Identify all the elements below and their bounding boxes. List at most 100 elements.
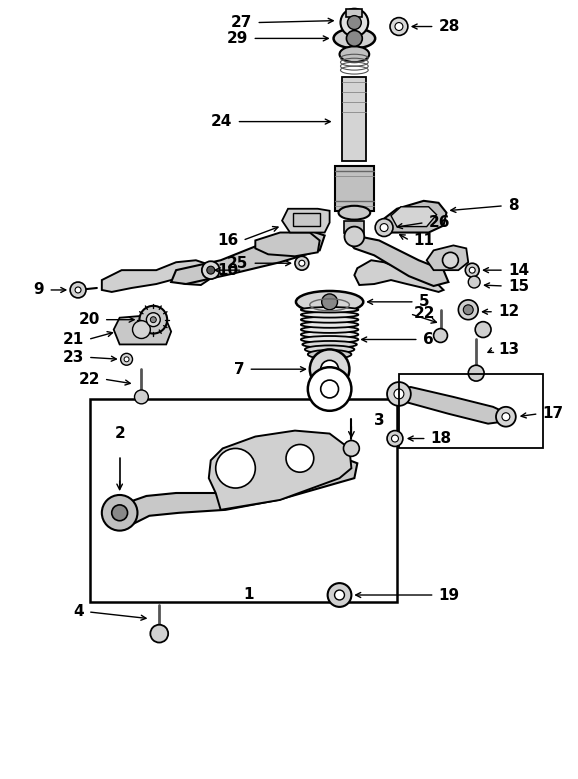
Circle shape (468, 365, 484, 381)
Polygon shape (344, 220, 364, 232)
Polygon shape (346, 9, 362, 16)
Circle shape (321, 360, 339, 378)
Ellipse shape (301, 307, 358, 312)
Circle shape (121, 354, 132, 365)
Text: 13: 13 (498, 342, 519, 357)
Polygon shape (394, 387, 508, 424)
Text: 19: 19 (439, 587, 460, 602)
Ellipse shape (301, 316, 358, 323)
Circle shape (146, 312, 160, 326)
Text: 20: 20 (79, 312, 100, 327)
Polygon shape (335, 166, 374, 211)
Circle shape (391, 435, 398, 442)
Text: 11: 11 (414, 233, 435, 248)
Text: 12: 12 (498, 305, 519, 319)
Ellipse shape (339, 206, 370, 220)
Circle shape (335, 590, 344, 600)
Circle shape (150, 625, 168, 643)
Circle shape (150, 317, 156, 323)
Ellipse shape (334, 29, 375, 48)
Polygon shape (209, 431, 351, 509)
Polygon shape (282, 209, 329, 232)
Text: 16: 16 (217, 233, 239, 248)
Circle shape (443, 252, 458, 268)
Polygon shape (391, 206, 436, 227)
Ellipse shape (305, 345, 354, 354)
Circle shape (395, 23, 403, 30)
Circle shape (496, 407, 516, 427)
Circle shape (340, 9, 368, 37)
Text: 26: 26 (429, 215, 450, 230)
Circle shape (132, 321, 150, 339)
Ellipse shape (301, 331, 358, 338)
Circle shape (387, 382, 411, 406)
Circle shape (321, 380, 339, 398)
Circle shape (70, 282, 86, 298)
Circle shape (207, 266, 214, 274)
Circle shape (299, 260, 305, 266)
Circle shape (464, 305, 473, 315)
Polygon shape (171, 231, 325, 284)
Polygon shape (427, 245, 468, 270)
Text: 22: 22 (414, 306, 435, 321)
Ellipse shape (302, 341, 357, 348)
Polygon shape (255, 232, 320, 256)
Circle shape (434, 329, 447, 343)
Text: 22: 22 (79, 372, 100, 386)
Text: 23: 23 (62, 350, 84, 365)
FancyBboxPatch shape (90, 399, 397, 602)
Text: 24: 24 (211, 114, 232, 129)
Text: 9: 9 (34, 283, 45, 298)
Circle shape (124, 357, 129, 361)
Ellipse shape (308, 350, 351, 359)
Circle shape (216, 449, 255, 488)
Text: 28: 28 (439, 19, 460, 34)
Polygon shape (354, 260, 443, 292)
Text: 21: 21 (63, 332, 84, 347)
Circle shape (465, 263, 479, 277)
Circle shape (112, 505, 128, 520)
Text: 3: 3 (374, 413, 384, 428)
Text: 4: 4 (73, 605, 84, 619)
Circle shape (202, 261, 220, 279)
Circle shape (380, 224, 388, 231)
Circle shape (102, 495, 138, 530)
Polygon shape (322, 379, 338, 389)
Circle shape (286, 445, 314, 472)
Ellipse shape (301, 326, 358, 333)
Circle shape (347, 16, 361, 30)
Ellipse shape (301, 322, 358, 328)
Circle shape (390, 18, 408, 35)
Circle shape (469, 267, 475, 273)
Polygon shape (347, 235, 449, 286)
Text: 18: 18 (431, 431, 452, 446)
Text: 7: 7 (234, 361, 244, 377)
Circle shape (328, 583, 351, 607)
Circle shape (75, 287, 81, 293)
Text: 1: 1 (243, 587, 254, 601)
Circle shape (502, 413, 510, 421)
Circle shape (346, 30, 362, 46)
Circle shape (310, 350, 350, 389)
Circle shape (468, 276, 480, 288)
Polygon shape (343, 77, 366, 161)
Text: 17: 17 (543, 407, 564, 421)
Ellipse shape (339, 46, 369, 62)
Circle shape (475, 322, 491, 337)
Circle shape (394, 389, 404, 399)
Circle shape (139, 306, 167, 333)
Ellipse shape (301, 336, 358, 343)
Text: 25: 25 (227, 256, 249, 271)
Text: 6: 6 (423, 332, 434, 347)
Circle shape (322, 294, 338, 310)
Text: 14: 14 (508, 263, 529, 277)
Circle shape (387, 431, 403, 446)
Circle shape (458, 300, 478, 319)
Polygon shape (384, 201, 446, 232)
Text: 2: 2 (114, 426, 125, 441)
Circle shape (135, 390, 149, 404)
Text: 10: 10 (217, 263, 239, 277)
Ellipse shape (296, 291, 364, 312)
Circle shape (295, 256, 309, 270)
Circle shape (343, 440, 360, 456)
